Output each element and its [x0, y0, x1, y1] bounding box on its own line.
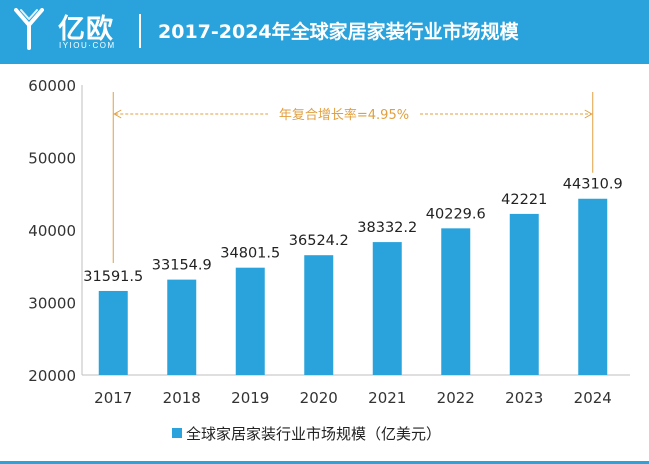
- data-label: 34801.5: [220, 246, 280, 262]
- bar: [578, 198, 608, 375]
- bar: [235, 267, 265, 375]
- data-label: 38332.2: [357, 220, 417, 236]
- bottom-rule: [0, 461, 649, 464]
- bar: [372, 242, 402, 375]
- x-tick-label: 2021: [368, 389, 406, 407]
- bar: [98, 290, 128, 375]
- legend-swatch: [172, 428, 182, 438]
- x-tick-label: 2017: [94, 389, 132, 407]
- cagr-annotation: 年复合增长率=4.95%: [279, 107, 409, 123]
- legend-label: 全球家居家装行业市场规模（亿美元）: [186, 425, 441, 443]
- brand-name: 亿欧: [58, 14, 114, 45]
- bar: [441, 228, 471, 375]
- data-label: 31591.5: [83, 269, 143, 285]
- bar: [304, 255, 334, 375]
- data-label: 40229.6: [426, 206, 486, 222]
- x-tick-label: 2024: [574, 389, 612, 407]
- x-tick-label: 2019: [231, 389, 269, 407]
- x-tick-label: 2022: [437, 389, 475, 407]
- y-tick-label: 20000: [28, 367, 76, 385]
- brand-domain: IYIOU·COM: [59, 41, 116, 50]
- data-label: 33154.9: [152, 258, 212, 274]
- y-tick-label: 50000: [28, 150, 76, 168]
- bar: [509, 213, 539, 375]
- bar: [167, 279, 197, 375]
- header-divider: [139, 14, 141, 48]
- y-tick-label: 60000: [28, 77, 76, 95]
- x-tick-label: 2018: [163, 389, 201, 407]
- yiou-logo-icon: [14, 8, 44, 50]
- y-tick-label: 40000: [28, 222, 76, 240]
- annotation-arrow-right: [584, 109, 593, 119]
- annotation-arrow-left: [113, 109, 122, 119]
- y-tick-label: 30000: [28, 295, 76, 313]
- header-banner: 亿欧 IYIOU·COM 2017-2024年全球家居家装行业市场规模: [0, 0, 649, 64]
- x-tick-label: 2023: [505, 389, 543, 407]
- x-tick-label: 2020: [300, 389, 338, 407]
- data-label: 36524.2: [289, 233, 349, 249]
- bar-chart: 20000 30000 40000 50000 60000 31591.5 2017 3315…: [28, 77, 630, 443]
- data-label: 42221: [501, 192, 547, 208]
- chart-title: 2017-2024年全球家居家装行业市场规模: [158, 21, 519, 43]
- data-label: 44310.9: [563, 177, 623, 193]
